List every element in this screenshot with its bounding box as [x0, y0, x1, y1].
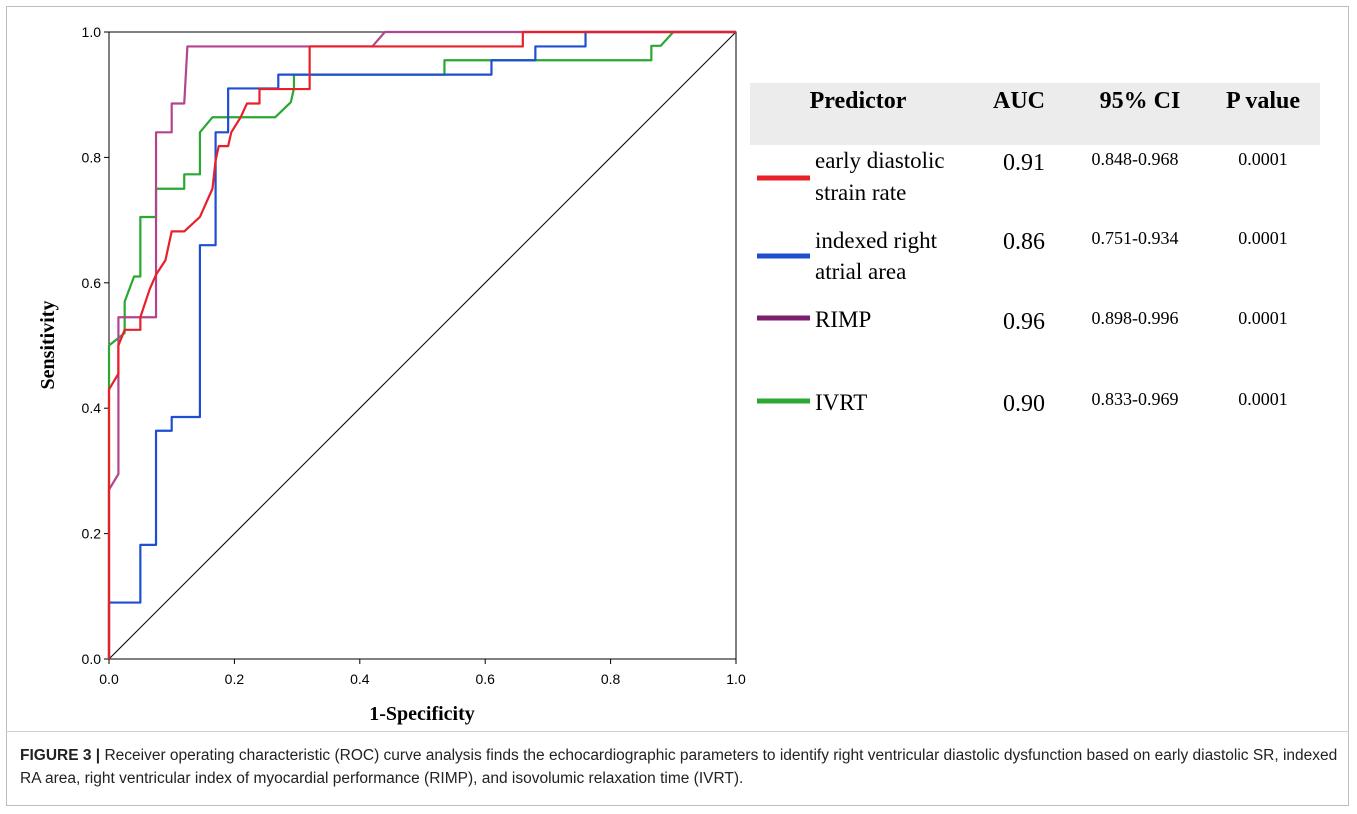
x-axis-label: 1-Specificity	[369, 703, 475, 725]
header-auc: AUC	[993, 88, 1045, 114]
ci-early-diastolic-strain-rate: 0.848-0.968	[1092, 149, 1179, 169]
header-predictor: Predictor	[810, 88, 907, 114]
ci-indexed-right-atrial-area: 0.751-0.934	[1092, 228, 1179, 248]
header-ci: 95% CI	[1100, 88, 1181, 114]
caption-text: Receiver operating characteristic (ROC) …	[20, 747, 1338, 787]
y-tick-label: 1.0	[82, 24, 102, 40]
ci-ivrt: 0.833-0.969	[1092, 389, 1179, 409]
x-tick-label: 0.4	[350, 671, 370, 687]
auc-early-diastolic-strain-rate: 0.91	[1003, 150, 1045, 176]
roc-curve-ivrt	[107, 30, 736, 659]
roc-chart: 0.0 0.2 0.4 0.6 0.8 1.0 0.0 0.2 0.4 0.6 0.8 1.0 1-…	[37, 24, 1320, 725]
figure-label: FIGURE 3 |	[20, 747, 101, 764]
auc-indexed-right-atrial-area: 0.86	[1003, 229, 1045, 255]
roc-curve-early-diastolic-strain-rate	[107, 30, 736, 659]
x-tick-label: 0.8	[601, 671, 621, 687]
x-tick-label: 0.0	[99, 671, 119, 687]
auc-ivrt: 0.90	[1003, 391, 1045, 417]
roc-curves	[107, 30, 736, 659]
legend-label-rimp: RIMP	[815, 307, 871, 332]
legend-header-bg	[750, 83, 1320, 145]
p-rimp: 0.0001	[1238, 308, 1288, 328]
caption-separator	[6, 731, 1349, 732]
legend-label-early-diastolic-strain-rate-line2: strain rate	[815, 180, 906, 205]
y-tick-label: 0.8	[82, 149, 102, 165]
figure-frame	[6, 6, 1349, 806]
x-tick-label: 0.6	[475, 671, 495, 687]
y-tick-label: 0.2	[82, 526, 102, 542]
legend-table: Predictor AUC 95% CI P value early diast…	[750, 83, 1320, 417]
x-tick-label: 1.0	[726, 671, 746, 687]
ci-rimp: 0.898-0.996	[1092, 308, 1179, 328]
auc-rimp: 0.96	[1003, 309, 1045, 335]
p-ivrt: 0.0001	[1238, 389, 1288, 409]
y-tick-label: 0.6	[82, 275, 102, 291]
legend-label-indexed-right-atrial-area-line2: atrial area	[815, 259, 906, 284]
legend-label-ivrt: IVRT	[815, 390, 867, 415]
y-tick-label: 0.0	[82, 651, 102, 667]
legend-label-indexed-right-atrial-area-line1: indexed right	[815, 228, 938, 253]
reference-diagonal-line	[108, 31, 737, 660]
roc-curve-indexed-right-atrial-area	[107, 30, 736, 659]
x-tick-label: 0.2	[225, 671, 245, 687]
x-axis-ticks: 0.0 0.2 0.4 0.6 0.8 1.0	[99, 659, 746, 687]
p-early-diastolic-strain-rate: 0.0001	[1238, 149, 1288, 169]
header-p-value: P value	[1226, 88, 1300, 114]
y-axis-ticks: 0.0 0.2 0.4 0.6 0.8 1.0	[82, 24, 109, 667]
legend-label-early-diastolic-strain-rate-line1: early diastolic	[815, 148, 945, 173]
p-indexed-right-atrial-area: 0.0001	[1238, 228, 1288, 248]
y-axis-label: Sensitivity	[37, 301, 59, 390]
y-tick-label: 0.4	[82, 400, 102, 416]
figure-caption: FIGURE 3 | Receiver operating characteri…	[20, 744, 1340, 790]
